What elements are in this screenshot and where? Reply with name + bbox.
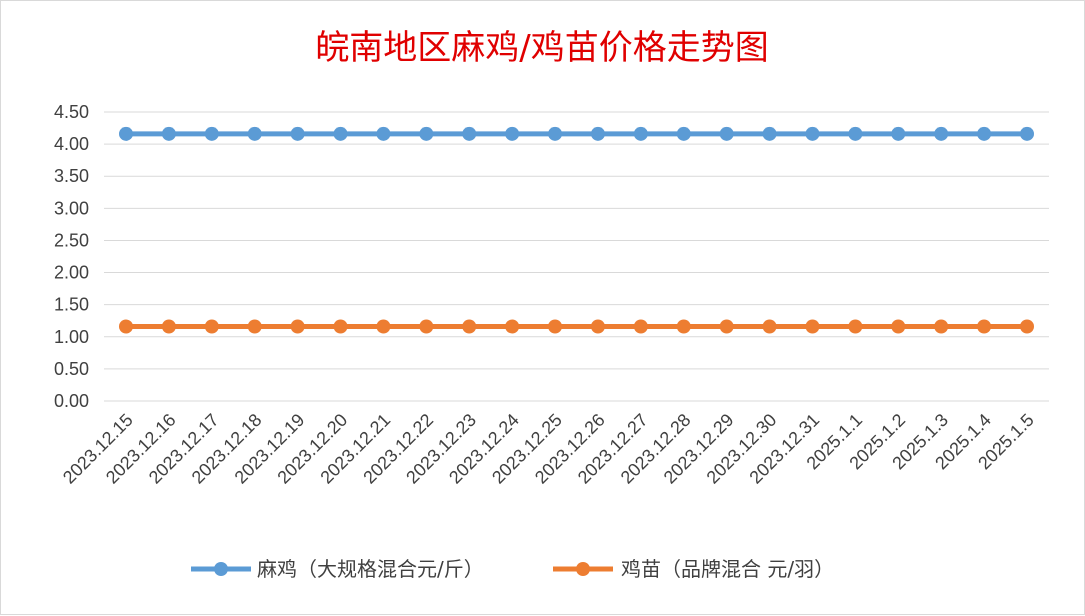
y-tick-label: 2.00 [54,263,89,283]
data-point[interactable] [505,319,520,334]
data-point[interactable] [247,319,262,334]
y-tick-label: 1.50 [54,295,89,315]
y-tick-label: 0.50 [54,359,89,379]
legend-swatch-marker [576,562,590,576]
data-point[interactable] [762,319,777,334]
data-point[interactable] [719,319,734,334]
y-tick-label: 0.00 [54,391,89,411]
data-point[interactable] [505,126,520,141]
data-point[interactable] [376,319,391,334]
data-point[interactable] [891,319,906,334]
legend-label: 麻鸡（大规格混合元/斤） [257,557,484,581]
data-point[interactable] [805,126,820,141]
data-point[interactable] [633,319,648,334]
data-point[interactable] [1020,126,1034,141]
y-tick-label: 3.50 [54,166,89,186]
data-point[interactable] [333,126,348,141]
data-point[interactable] [891,126,906,141]
data-point[interactable] [977,126,992,141]
x-axis-ticks: 2023.12.152023.12.162023.12.172023.12.18… [59,410,1038,488]
legend-item-majī[interactable]: 麻鸡（大规格混合元/斤） [191,557,484,581]
y-tick-label: 3.00 [54,198,89,218]
data-point[interactable] [419,319,434,334]
y-tick-label: 2.50 [54,230,89,250]
data-point[interactable] [119,126,133,141]
data-point[interactable] [290,126,305,141]
data-point[interactable] [161,126,176,141]
series-layer [119,126,1034,334]
series-1 [119,319,1034,334]
y-tick-label: 4.50 [54,102,89,122]
chart-title: 皖南地区麻鸡/鸡苗价格走势图 [315,28,768,68]
data-point[interactable] [247,126,262,141]
data-point[interactable] [161,319,176,334]
legend-swatch-marker [214,562,228,576]
data-point[interactable] [934,126,949,141]
data-point[interactable] [548,126,563,141]
data-point[interactable] [848,126,863,141]
data-point[interactable] [204,319,219,334]
data-point[interactable] [462,319,477,334]
data-point[interactable] [762,126,777,141]
data-point[interactable] [590,126,605,141]
legend-item-jimiao[interactable]: 鸡苗（品牌混合 元/羽） [553,557,834,581]
data-point[interactable] [548,319,563,334]
data-point[interactable] [590,319,605,334]
data-point[interactable] [977,319,992,334]
data-point[interactable] [934,319,949,334]
data-point[interactable] [204,126,219,141]
data-point[interactable] [333,319,348,334]
data-point[interactable] [633,126,648,141]
data-point[interactable] [376,126,391,141]
data-point[interactable] [676,319,691,334]
data-point[interactable] [119,319,133,334]
data-point[interactable] [1020,319,1034,334]
data-point[interactable] [805,319,820,334]
y-tick-label: 4.00 [54,134,89,154]
data-point[interactable] [462,126,477,141]
data-point[interactable] [676,126,691,141]
legend: 麻鸡（大规格混合元/斤） 鸡苗（品牌混合 元/羽） [191,557,834,581]
series-0 [119,126,1034,141]
data-point[interactable] [719,126,734,141]
y-tick-label: 1.00 [54,327,89,347]
y-axis-ticks: 0.00 0.50 1.00 1.50 2.00 2.50 3.00 3.50 4.00 4.50 [54,102,89,411]
legend-label: 鸡苗（品牌混合 元/羽） [621,557,834,581]
grid-lines [104,111,1049,402]
data-point[interactable] [419,126,434,141]
data-point[interactable] [848,319,863,334]
data-point[interactable] [290,319,305,334]
